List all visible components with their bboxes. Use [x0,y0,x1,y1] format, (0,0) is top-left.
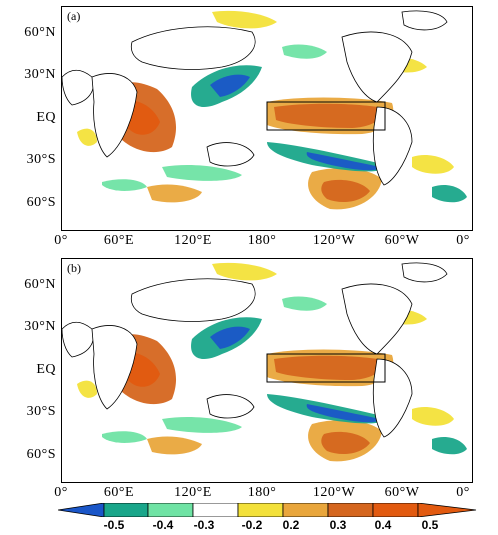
lon-label-180-b: 180° [247,485,277,500]
colorbar-label-05: 0.5 [421,518,439,532]
nino-region-box-b [266,353,386,383]
land-outline-5-b [372,358,413,438]
lat-label-60s-a: 60°S [26,195,56,210]
lon-label-0-a: 0° [54,233,68,248]
map-panel-b: (b) [61,258,473,483]
land-outline-4-b [341,283,413,355]
north-pacific-yellow-a [212,10,277,29]
colorbar-swatch-6 [327,502,374,518]
lat-label-30n-b: 30°N [24,319,56,334]
pacific-eq-core-a [274,103,385,128]
colorbar-svg [57,502,477,518]
colorbar-swatch-1 [103,502,149,518]
pacific-eq-core-b [274,355,385,380]
southern-ocean-green2-b [102,431,147,443]
south-pacific-core-a [321,179,370,203]
lat-label-eq-a: EQ [36,110,56,125]
nino-region-box-a [266,101,386,131]
panel-label-b: (b) [66,261,82,276]
panel-label-a: (a) [66,9,82,24]
land-outline-2-b [130,278,256,322]
lat-label-eq-b: EQ [36,362,56,377]
colorbar-label-02: 0.2 [282,518,300,532]
lon-label-60w-a: 60°W [384,233,420,248]
lat-label-60n-b: 60°N [24,277,56,292]
lon-label-60e-a: 60°E [103,233,135,248]
south-indian-warm-a [147,184,202,203]
colorbar-label-neg05: -0.5 [103,518,125,532]
colorbar-swatch-8 [417,502,477,518]
land-outline-2-a [130,26,256,70]
north-pacific-green-b [282,296,327,311]
southern-ocean-green-b [162,416,242,433]
land-outline-3-b [206,394,255,419]
south-pacific-cool-core-a [306,152,380,171]
south-atlantic-yellow-a [412,155,454,174]
colorbar-swatch-7 [372,502,419,518]
colorbar-label-03: 0.3 [329,518,347,532]
land-outline-5-a [372,106,413,186]
lon-label-120w-a: 120°W [312,233,356,248]
lon-label-60w-b: 60°W [384,485,420,500]
lat-label-30s-a: 30°S [26,152,56,167]
south-pacific-cool-core-b [306,404,380,423]
atlantic-yellow-b [77,380,97,398]
south-atlantic-cool-a [432,185,467,203]
land-outline-0-b [62,321,94,358]
south-atlantic-yellow-b [412,407,454,426]
colorbar-swatch-5 [282,502,329,518]
west-pacific-core-a [210,74,250,97]
south-indian-warm-b [147,436,202,455]
map-panel-a: (a) [61,6,473,231]
southern-ocean-green2-a [102,179,147,191]
lon-label-0w-a: 0° [456,233,470,248]
colorbar-swatch-2 [147,502,194,518]
colorbar-swatch-4 [237,502,284,518]
land-outline-1-a [91,73,138,158]
lon-label-120w-b: 120°W [312,485,356,500]
land-outline-0-a [62,69,94,106]
south-pacific-core-b [321,431,370,455]
lat-label-30s-b: 30°S [26,404,56,419]
lat-label-60n-a: 60°N [24,25,56,40]
lon-label-0-b: 0° [54,485,68,500]
land-outline-6-a [401,10,448,31]
map-svg-b [62,262,467,462]
colorbar [57,502,478,518]
colorbar-label-neg04: -0.4 [152,518,174,532]
colorbar-swatch-3 [192,502,239,518]
lat-label-60s-b: 60°S [26,447,56,462]
north-pacific-green-a [282,44,327,59]
lon-label-120e-b: 120°E [174,485,212,500]
map-svg-a [62,10,467,210]
land-outline-6-b [401,262,448,283]
lon-label-180-a: 180° [247,233,277,248]
atlantic-yellow-a [77,128,97,146]
lat-label-30n-a: 30°N [24,67,56,82]
colorbar-label-04: 0.4 [374,518,392,532]
southern-ocean-green-a [162,164,242,181]
colorbar-label-neg03: -0.3 [193,518,215,532]
west-pacific-core-b [210,326,250,349]
land-outline-3-a [206,142,255,167]
lon-label-60e-b: 60°E [103,485,135,500]
colorbar-swatch-0 [57,502,105,518]
lon-label-0w-b: 0° [456,485,470,500]
south-atlantic-cool-b [432,437,467,455]
land-outline-4-a [341,31,413,103]
lon-label-120e-a: 120°E [174,233,212,248]
land-outline-1-b [91,325,138,410]
north-pacific-yellow-b [212,262,277,281]
colorbar-label-neg02: -0.2 [241,518,263,532]
